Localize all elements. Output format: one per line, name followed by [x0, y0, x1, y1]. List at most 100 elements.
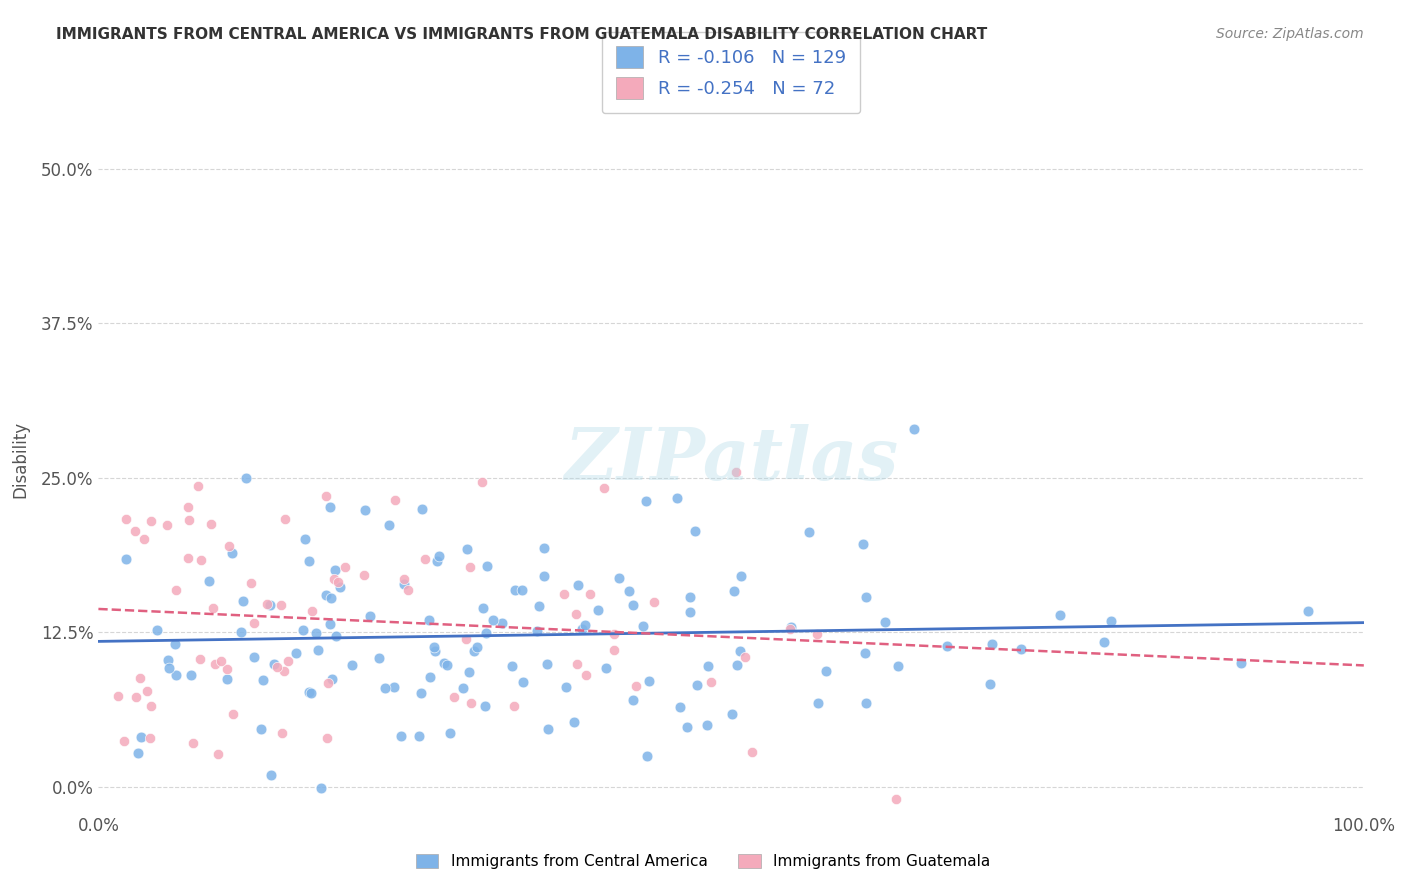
Point [309, 780, 332, 795]
Point [328, 575, 350, 590]
Point [394, 577, 416, 591]
Point [315, 489, 337, 503]
Point [157, 660, 180, 674]
Point [1010, 642, 1032, 657]
Point [553, 586, 575, 600]
Y-axis label: Disability: Disability [11, 421, 30, 498]
Point [259, 598, 281, 612]
Point [460, 697, 482, 711]
Point [458, 559, 481, 574]
Text: IMMIGRANTS FROM CENTRAL AMERICA VS IMMIGRANTS FROM GUATEMALA DISABILITY CORRELAT: IMMIGRANTS FROM CENTRAL AMERICA VS IMMIG… [56, 27, 987, 42]
Point [668, 700, 690, 714]
Point [725, 658, 748, 673]
Point [156, 653, 179, 667]
Point [602, 643, 624, 657]
Point [1094, 635, 1116, 649]
Point [471, 601, 494, 615]
Point [638, 674, 661, 689]
Point [723, 583, 745, 598]
Point [301, 604, 323, 618]
Point [422, 640, 444, 655]
Point [418, 613, 440, 627]
Point [221, 546, 243, 560]
Point [471, 475, 494, 489]
Point [426, 554, 449, 568]
Point [325, 629, 347, 643]
Point [419, 671, 441, 685]
Point [586, 603, 609, 617]
Point [567, 578, 589, 592]
Point [853, 646, 876, 660]
Point [124, 524, 146, 539]
Point [555, 680, 578, 694]
Point [270, 599, 292, 613]
Point [526, 624, 548, 639]
Point [145, 624, 167, 638]
Point [209, 654, 232, 668]
Point [316, 675, 339, 690]
Point [384, 492, 406, 507]
Point [263, 657, 285, 671]
Point [463, 644, 485, 658]
Point [679, 591, 702, 605]
Point [537, 723, 560, 737]
Point [903, 423, 925, 437]
Point [643, 594, 665, 608]
Point [512, 675, 534, 690]
Point [491, 616, 513, 631]
Point [593, 482, 616, 496]
Point [436, 657, 458, 672]
Point [299, 686, 322, 700]
Point [501, 659, 523, 673]
Point [112, 733, 135, 747]
Point [321, 672, 343, 686]
Point [636, 493, 658, 508]
Point [329, 580, 352, 594]
Point [730, 569, 752, 583]
Point [873, 615, 896, 630]
Point [579, 587, 602, 601]
Point [319, 591, 342, 605]
Point [636, 749, 658, 764]
Point [353, 568, 375, 582]
Point [252, 673, 274, 687]
Point [218, 540, 240, 554]
Point [683, 524, 706, 539]
Point [855, 591, 877, 605]
Point [273, 664, 295, 678]
Point [456, 632, 478, 647]
Point [207, 747, 229, 761]
Point [187, 479, 209, 493]
Point [179, 513, 201, 527]
Point [571, 622, 593, 636]
Point [277, 654, 299, 668]
Point [131, 730, 153, 744]
Point [456, 541, 478, 556]
Point [139, 731, 162, 745]
Point [323, 573, 346, 587]
Point [443, 690, 465, 705]
Point [204, 657, 226, 672]
Point [474, 625, 496, 640]
Point [340, 658, 363, 673]
Point [696, 718, 718, 732]
Point [396, 583, 419, 598]
Point [465, 640, 488, 654]
Text: Source: ZipAtlas.com: Source: ZipAtlas.com [1216, 27, 1364, 41]
Point [510, 582, 533, 597]
Point [1099, 615, 1122, 629]
Point [202, 600, 225, 615]
Point [333, 560, 356, 574]
Point [799, 524, 821, 539]
Point [266, 660, 288, 674]
Point [936, 639, 959, 653]
Point [806, 627, 828, 641]
Point [134, 532, 156, 546]
Point [527, 599, 550, 613]
Point [190, 553, 212, 567]
Point [139, 515, 162, 529]
Point [855, 696, 877, 710]
Point [315, 589, 337, 603]
Point [139, 698, 162, 713]
Point [217, 662, 239, 676]
